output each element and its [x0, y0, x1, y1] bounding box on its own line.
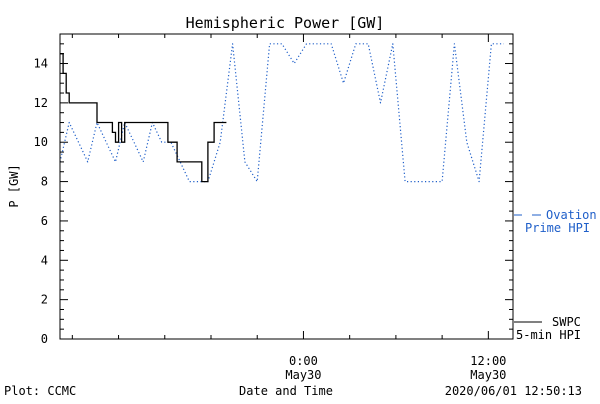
- chart-title: Hemispheric Power [GW]: [186, 14, 385, 32]
- plot-credit: Plot: CCMC: [4, 384, 76, 398]
- legend-swpc-label-1: SWPC: [552, 315, 581, 329]
- legend-ovation-label-1: Ovation: [546, 208, 597, 222]
- x-tick-label-date: May30: [470, 368, 506, 382]
- y-tick-label: 12: [34, 96, 48, 110]
- y-axis-label: P [GW]: [7, 164, 21, 207]
- x-tick-label-time: 0:00: [289, 354, 318, 368]
- plot-frame: [59, 33, 514, 340]
- legend-ovation-label-2: Prime HPI: [525, 221, 590, 235]
- x-tick-label-date: May30: [285, 368, 321, 382]
- x-axis: 0:00May3012:00May300:00May3112:00May310:…: [71, 34, 506, 382]
- y-axis: 0 2 4 6 8 10 12 14: [34, 43, 513, 346]
- y-tick-label: 2: [41, 293, 48, 307]
- y-tick-label: 0: [41, 332, 48, 346]
- series-line-swpc: [60, 53, 227, 183]
- x-tick-label-time: 12:00: [470, 354, 506, 368]
- series-layer: [59, 43, 504, 183]
- y-tick-label: 6: [41, 214, 48, 228]
- series-line-ovation-prime: [59, 43, 504, 183]
- legend-ovation: Ovation Prime HPI: [514, 208, 597, 235]
- y-tick-label: 4: [41, 253, 48, 267]
- x-axis-label: Date and Time: [239, 384, 333, 398]
- timestamp: 2020/06/01 12:50:13: [445, 384, 582, 398]
- legend-swpc: SWPC 5-min HPI: [514, 315, 581, 342]
- legend-swpc-label-2: 5-min HPI: [516, 328, 581, 342]
- y-tick-label: 14: [34, 57, 48, 71]
- y-tick-label: 8: [41, 175, 48, 189]
- y-tick-label: 10: [34, 135, 48, 149]
